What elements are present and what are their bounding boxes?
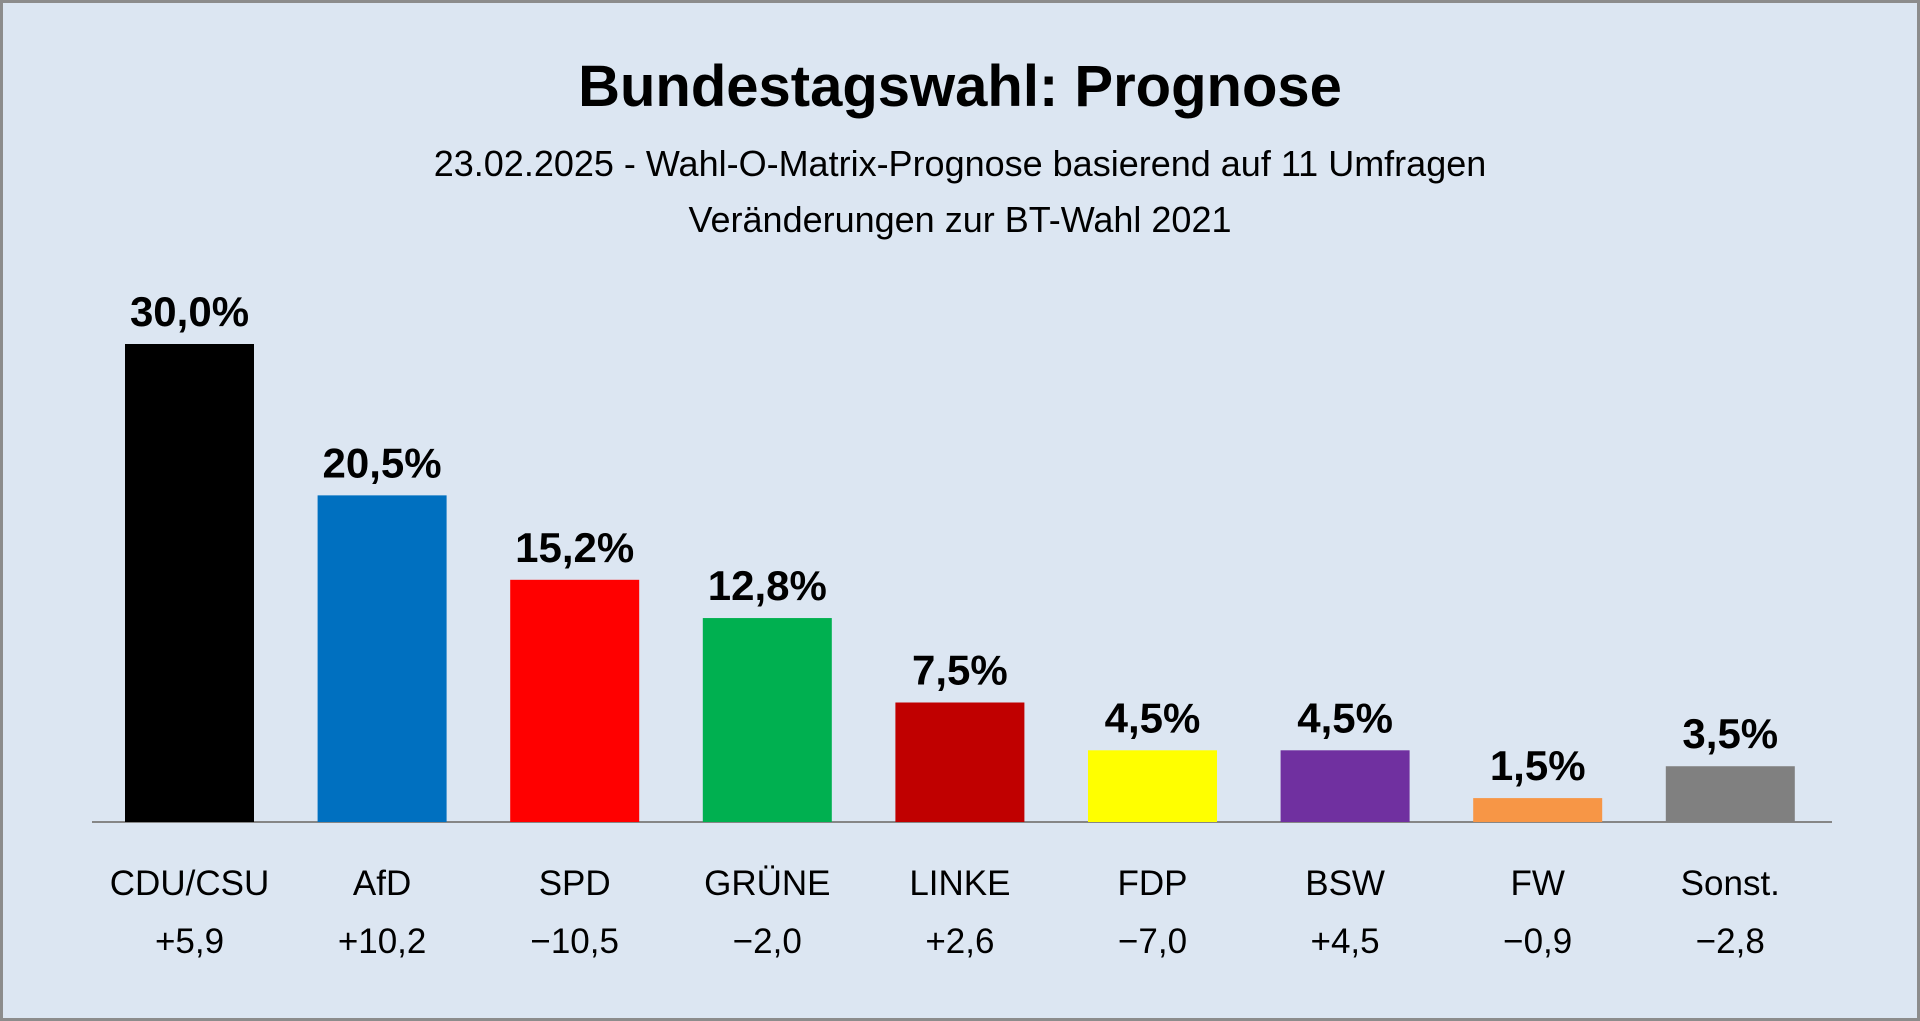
change-label: −7,0 <box>1118 922 1187 961</box>
bar-3 <box>702 618 832 822</box>
bar-6 <box>1280 750 1410 822</box>
change-label: −0,9 <box>1503 922 1572 961</box>
change-label: −2,8 <box>1696 922 1765 961</box>
category-label: LINKE <box>909 864 1010 903</box>
category-label: FDP <box>1118 864 1188 903</box>
bar-1 <box>317 495 447 822</box>
data-label: 7,5% <box>912 647 1008 694</box>
bar-2 <box>510 579 640 822</box>
data-label: 3,5% <box>1682 710 1778 757</box>
data-label: 30,0% <box>130 288 249 335</box>
bar-0 <box>125 344 254 822</box>
data-label: 1,5% <box>1490 742 1586 789</box>
category-label: CDU/CSU <box>110 864 269 903</box>
bar-7 <box>1473 798 1603 822</box>
category-label: Sonst. <box>1681 864 1780 903</box>
bar-8 <box>1665 766 1795 822</box>
bar-4 <box>895 702 1025 822</box>
chart-subtitle-changes: Veränderungen zur BT-Wahl 2021 <box>688 199 1232 240</box>
change-label: −2,0 <box>733 922 802 961</box>
data-label: 15,2% <box>515 524 634 571</box>
chart-title: Bundestagswahl: Prognose <box>578 54 1342 119</box>
change-label: +2,6 <box>925 922 994 961</box>
data-label: 20,5% <box>323 439 442 486</box>
data-label: 4,5% <box>1297 694 1393 741</box>
category-label: BSW <box>1305 864 1385 903</box>
data-label: 12,8% <box>708 562 827 609</box>
data-label: 4,5% <box>1105 694 1201 741</box>
category-label: GRÜNE <box>704 864 830 903</box>
change-label: +5,9 <box>155 922 224 961</box>
bar-5 <box>1088 750 1217 822</box>
chart-subtitle: 23.02.2025 - Wahl-O-Matrix-Prognose basi… <box>433 143 1487 184</box>
change-label: +10,2 <box>338 922 427 961</box>
category-label: FW <box>1510 864 1564 903</box>
category-label: AfD <box>353 864 411 903</box>
change-label: −10,5 <box>530 922 619 961</box>
category-label: SPD <box>539 864 611 903</box>
change-label: +4,5 <box>1311 922 1380 961</box>
